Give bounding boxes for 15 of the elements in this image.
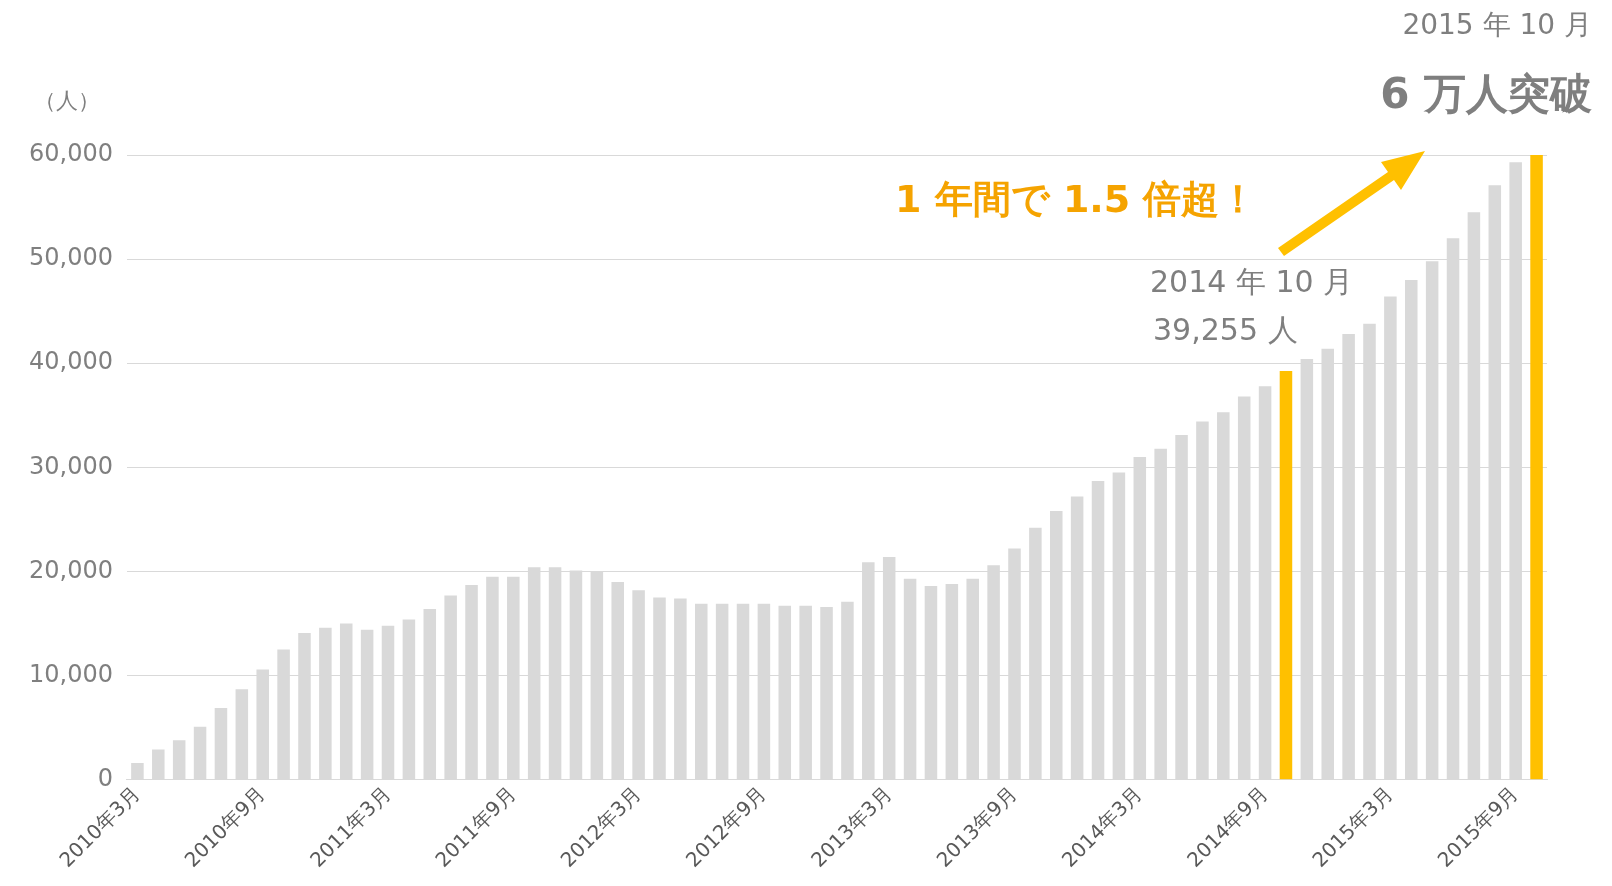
chart-title: 2015 年 10 月 bbox=[1402, 7, 1592, 43]
y-tick-label: 60,000 bbox=[28, 139, 113, 168]
annotation: 1 年間で 1.5 倍超！ bbox=[895, 176, 1258, 223]
annotation: 2014 年 10 月 bbox=[1150, 263, 1354, 301]
y-axis-title: （人） bbox=[34, 87, 100, 115]
y-tick-label: 10,000 bbox=[28, 659, 113, 688]
y-tick-label: 40,000 bbox=[28, 347, 113, 376]
bar bbox=[1530, 155, 1543, 780]
y-tick-label: 50,000 bbox=[28, 243, 113, 272]
y-tick-label: 30,000 bbox=[28, 451, 113, 480]
bar bbox=[1279, 371, 1293, 780]
y-tick-label: 20,000 bbox=[28, 555, 113, 584]
chart-subtitle: 6 万人突破 bbox=[1380, 68, 1592, 120]
y-tick-label: 0 bbox=[97, 763, 113, 792]
annotation: 39,255 人 bbox=[1153, 311, 1298, 349]
